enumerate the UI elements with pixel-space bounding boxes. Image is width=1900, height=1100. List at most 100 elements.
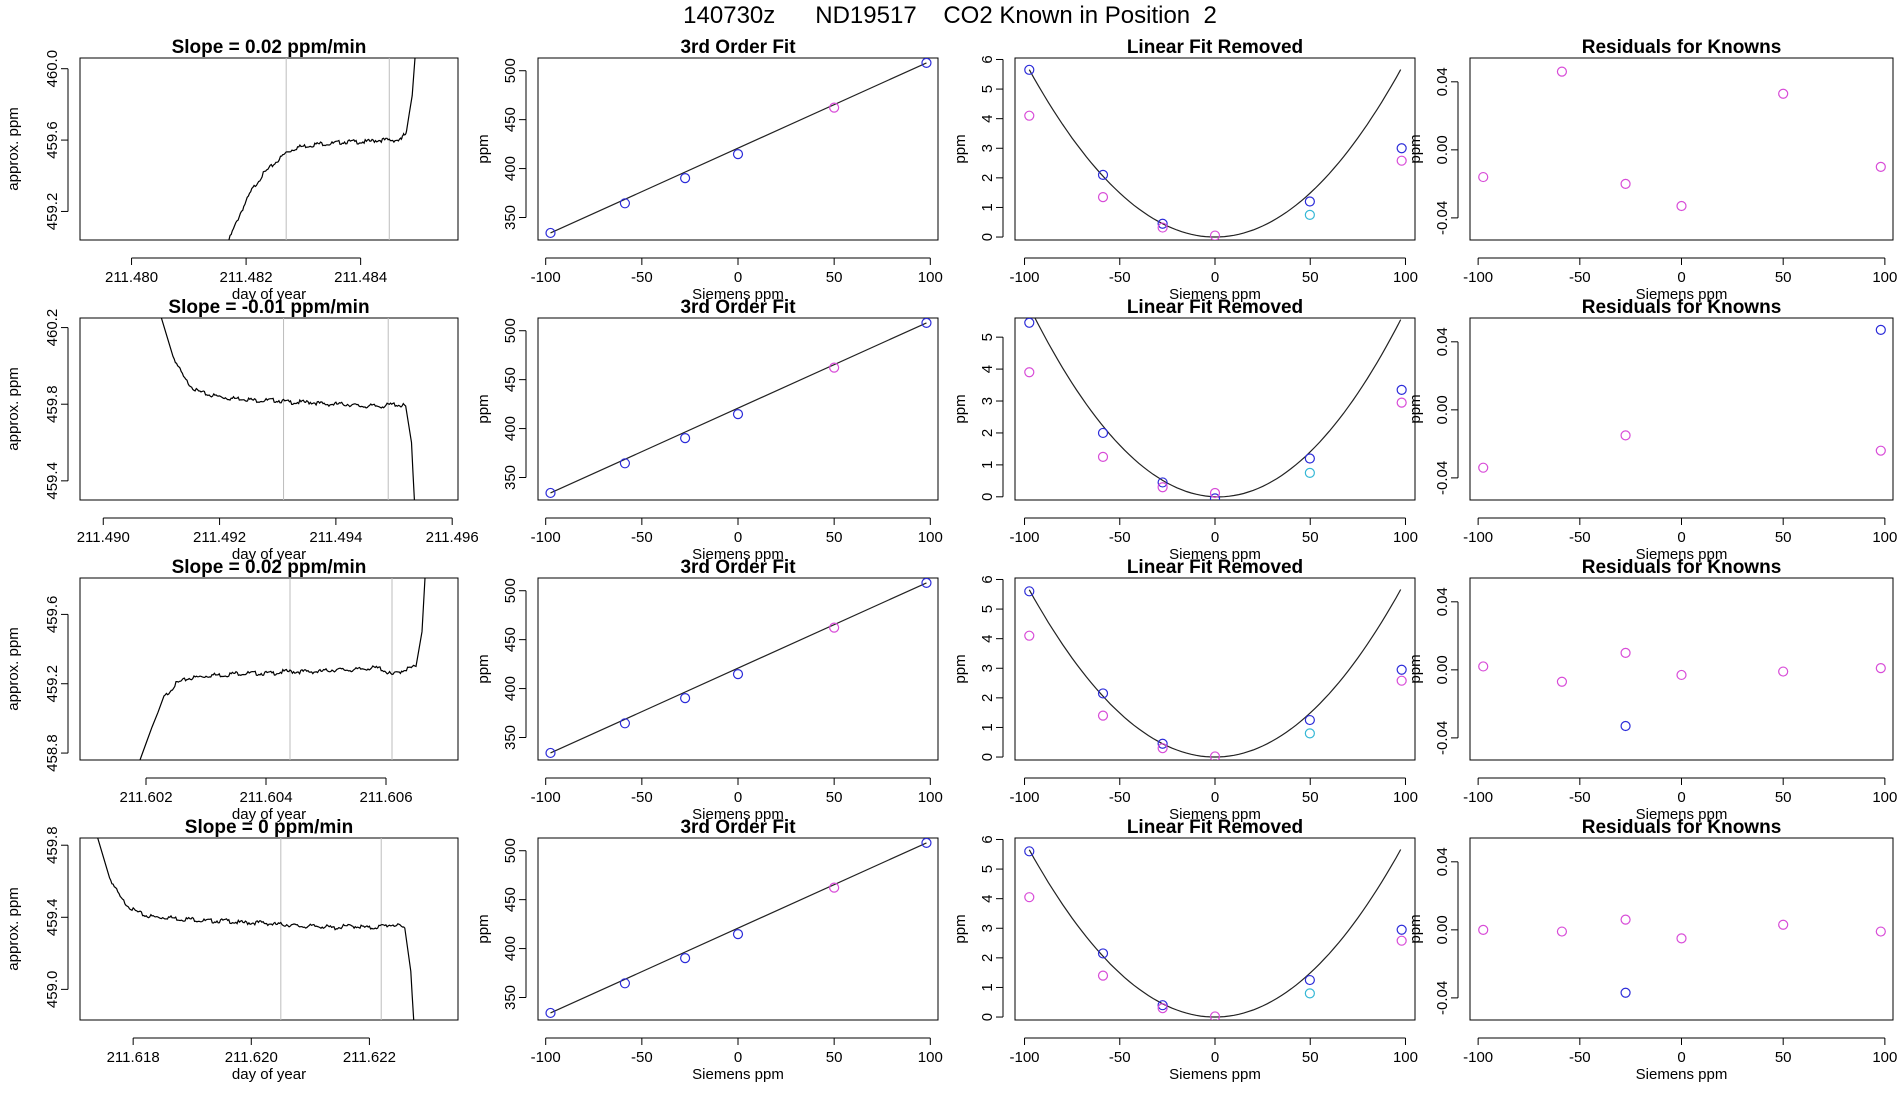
fit-curve bbox=[1034, 318, 1402, 498]
magenta-point bbox=[1778, 88, 1789, 99]
panel-title: 3rd Order Fit bbox=[680, 557, 796, 578]
x-tick-label: -50 bbox=[1569, 789, 1591, 806]
panel-residuals-2: Residuals for Knowns -100 -50 0 50 100 Siemens… bbox=[1407, 297, 1897, 563]
blue-point bbox=[619, 718, 631, 729]
blue-point bbox=[921, 578, 932, 588]
y-tick-label: -0.04 bbox=[1434, 201, 1451, 235]
panel-title: Residuals for Knowns bbox=[1582, 557, 1782, 578]
y-axis-label: approx. ppm bbox=[5, 887, 22, 970]
plot-frame bbox=[79, 57, 459, 241]
y-tick-label: 2 bbox=[979, 174, 996, 182]
x-tick-label: 100 bbox=[1872, 269, 1897, 286]
panel-trace-4: Slope = 0 ppm/min 211.618 211.620 211.622 da… bbox=[5, 817, 459, 1083]
y-axis-label: ppm bbox=[1407, 654, 1424, 683]
cyan-point bbox=[1304, 988, 1315, 999]
x-tick-label: 0 bbox=[1677, 789, 1685, 806]
y-tick-label: 459.2 bbox=[44, 193, 61, 231]
y-tick-label: 459.6 bbox=[44, 121, 61, 159]
plot-area bbox=[97, 838, 415, 1020]
plot-area bbox=[1024, 64, 1407, 240]
blue-point bbox=[545, 487, 556, 499]
blue-point bbox=[732, 148, 744, 160]
x-tick-label: 211.484 bbox=[334, 269, 387, 286]
blue-point bbox=[680, 173, 691, 184]
magenta-point bbox=[1478, 661, 1489, 672]
blue-point bbox=[1157, 477, 1168, 488]
magenta-point bbox=[1556, 66, 1568, 77]
blue-point bbox=[1304, 974, 1315, 986]
plot-frame bbox=[1014, 577, 1416, 761]
x-axis-label: Siemens ppm bbox=[1169, 546, 1261, 563]
blue-point bbox=[1396, 924, 1407, 935]
y-tick-label: 350 bbox=[502, 725, 519, 750]
y-tick-label: 5 bbox=[979, 85, 996, 93]
blue-point bbox=[1396, 384, 1407, 395]
y-axis-label: ppm bbox=[952, 914, 969, 943]
blue-point bbox=[1875, 324, 1886, 336]
magenta-point bbox=[1620, 647, 1631, 658]
plot-frame bbox=[1014, 837, 1416, 1021]
y-tick-label: 500 bbox=[502, 838, 519, 863]
blue-point bbox=[1097, 427, 1109, 439]
magenta-point bbox=[1024, 367, 1035, 378]
y-tick-label: 459.4 bbox=[44, 462, 61, 500]
x-tick-label: 100 bbox=[1393, 789, 1418, 806]
y-axis-label: ppm bbox=[1407, 134, 1424, 163]
y-tick-label: 5 bbox=[979, 605, 996, 613]
y-tick-label: -0.04 bbox=[1434, 461, 1451, 495]
x-tick-label: 100 bbox=[918, 1049, 943, 1066]
x-tick-label: -50 bbox=[1109, 269, 1131, 286]
plot-area bbox=[1478, 914, 1886, 998]
blue-point bbox=[732, 408, 744, 420]
y-tick-label: 2 bbox=[979, 694, 996, 702]
plot-area bbox=[1024, 586, 1407, 760]
x-tick-label: -50 bbox=[631, 529, 653, 546]
magenta-point bbox=[1556, 676, 1568, 687]
x-tick-label: 211.482 bbox=[220, 269, 273, 286]
x-tick-label: 50 bbox=[826, 529, 843, 546]
blue-point bbox=[1024, 64, 1035, 75]
magenta-point bbox=[1209, 487, 1221, 499]
blue-point bbox=[545, 1007, 556, 1019]
x-tick-label: 50 bbox=[1302, 529, 1319, 546]
y-axis-label: ppm bbox=[475, 394, 492, 423]
magenta-point bbox=[1676, 669, 1687, 681]
x-tick-label: 211.490 bbox=[77, 529, 130, 546]
magenta-point bbox=[1209, 1011, 1221, 1020]
x-tick-label: -100 bbox=[531, 269, 561, 286]
x-tick-label: 211.492 bbox=[193, 529, 246, 546]
x-tick-label: 50 bbox=[1302, 269, 1319, 286]
x-axis-label: day of year bbox=[232, 1066, 306, 1083]
x-tick-label: 211.620 bbox=[225, 1049, 278, 1066]
plot-area bbox=[545, 838, 932, 1019]
plot-area bbox=[1478, 66, 1886, 212]
magenta-point bbox=[1097, 970, 1109, 981]
x-tick-label: 211.606 bbox=[359, 789, 412, 806]
magenta-point bbox=[1396, 397, 1407, 408]
y-tick-label: 0 bbox=[979, 753, 996, 761]
x-tick-label: 100 bbox=[918, 269, 943, 286]
magenta-point bbox=[1620, 914, 1631, 925]
blue-point bbox=[1024, 318, 1035, 328]
blue-point bbox=[1396, 143, 1407, 154]
x-tick-label: 0 bbox=[1211, 789, 1219, 806]
panel-title: Slope = 0.02 ppm/min bbox=[172, 557, 367, 578]
plot-frame bbox=[537, 837, 939, 1021]
plot-frame bbox=[1469, 317, 1894, 501]
magenta-point bbox=[1157, 482, 1168, 493]
panel-title: Linear Fit Removed bbox=[1127, 297, 1303, 318]
panel-trace-2: Slope = -0.01 ppm/min 211.490 211.492 211.4… bbox=[5, 297, 479, 563]
x-tick-label: 0 bbox=[1211, 269, 1219, 286]
blue-point bbox=[545, 747, 556, 759]
panel-fit-1: 3rd Order Fit -100 -50 0 50 100 Siemens ppm 350… bbox=[475, 37, 943, 303]
panel-trace-3: Slope = 0.02 ppm/min 211.602 211.604 211.60… bbox=[5, 557, 459, 823]
y-tick-label: 459.2 bbox=[44, 665, 61, 703]
y-axis-label: ppm bbox=[1407, 394, 1424, 423]
x-tick-label: 211.602 bbox=[119, 789, 172, 806]
x-tick-label: -50 bbox=[631, 269, 653, 286]
x-axis-label: day of year bbox=[232, 546, 306, 563]
magenta-point bbox=[1097, 451, 1109, 462]
